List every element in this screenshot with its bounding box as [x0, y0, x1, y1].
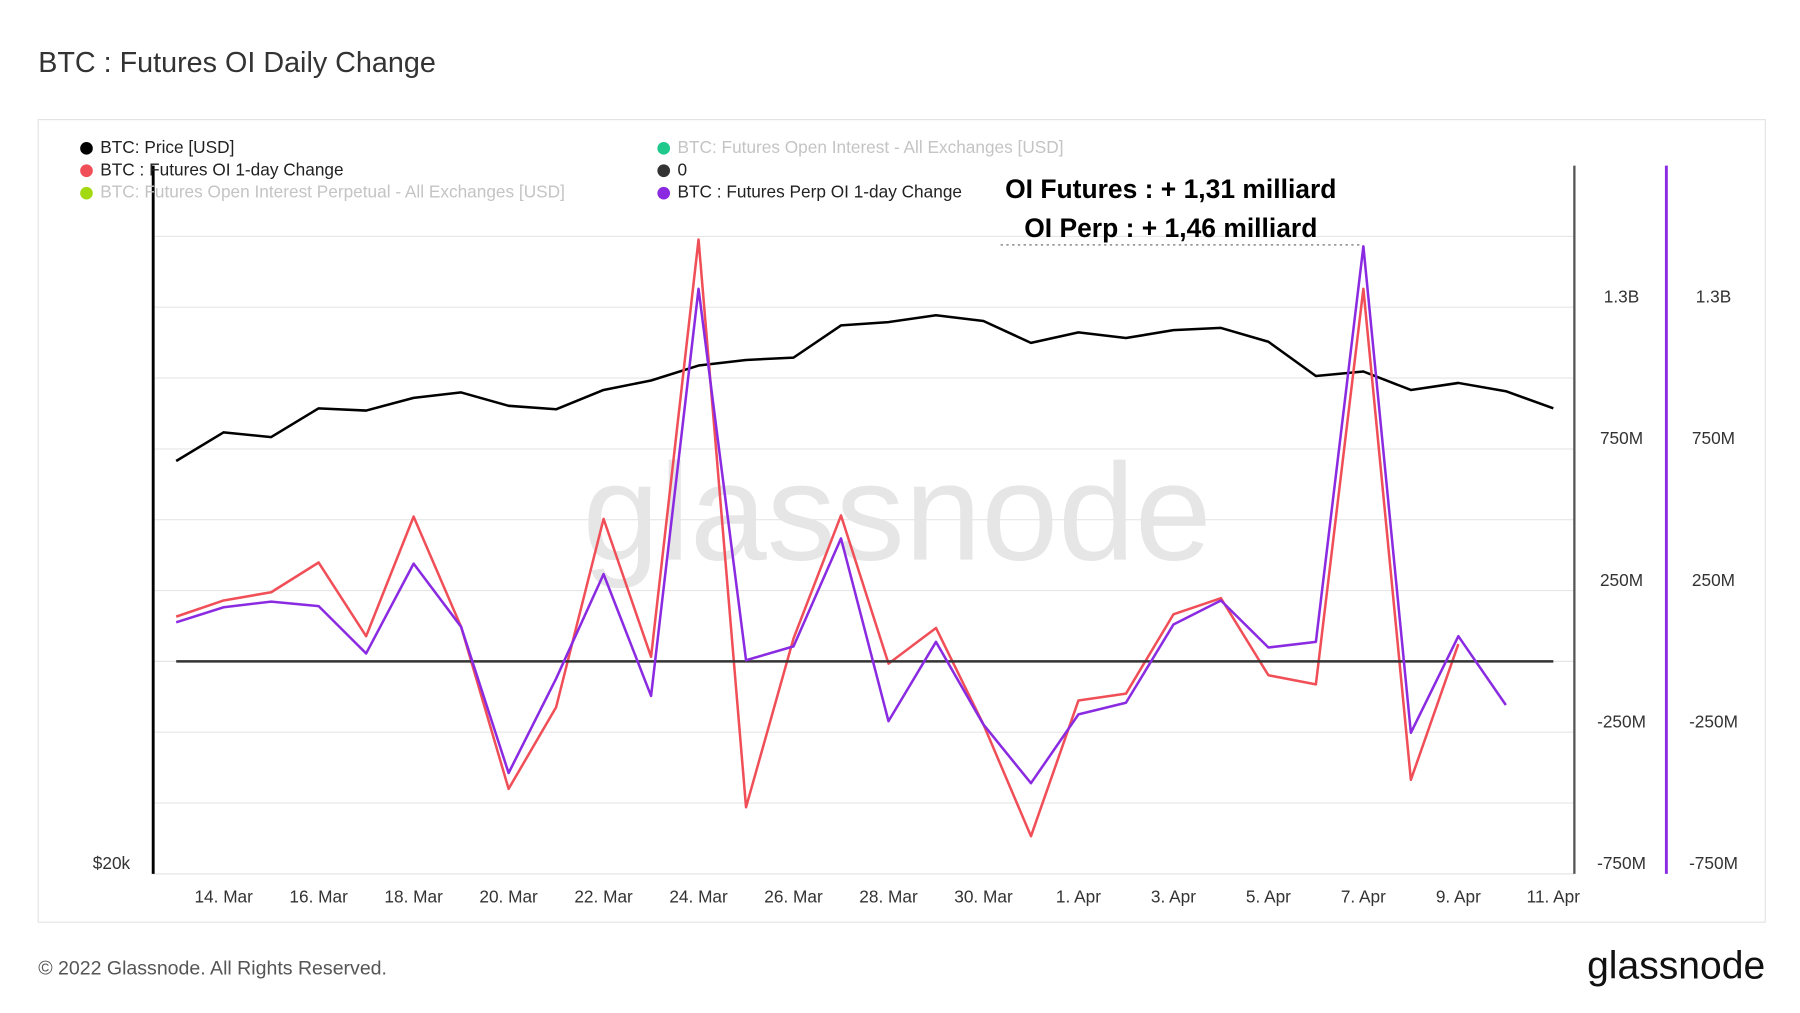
legend-label: BTC: Futures Open Interest Perpetual - A… [100, 182, 565, 202]
x-tick-label: 16. Mar [289, 887, 348, 907]
legend-label: BTC : Futures OI 1-day Change [100, 159, 343, 179]
y-tick-label: $20k [93, 853, 131, 873]
x-tick-label: 28. Mar [859, 887, 918, 907]
x-tick-label: 9. Apr [1436, 887, 1481, 907]
y2-tick-label: 250M [1600, 570, 1643, 590]
x-tick-label: 11. Apr [1527, 887, 1581, 907]
y2-tick-label: -750M [1597, 853, 1646, 873]
legend-marker [80, 142, 93, 155]
legend-marker [657, 164, 671, 178]
x-tick-label: 20. Mar [479, 887, 538, 907]
plot [175, 238, 1554, 838]
legend-label: 0 [678, 159, 688, 179]
x-tick-label: 30. Mar [954, 887, 1013, 907]
x-tick-label: 14. Mar [194, 887, 253, 907]
x-tick-label: 22. Mar [574, 887, 633, 907]
y3-tick-label: 250M [1692, 570, 1735, 590]
x-tick-label: 18. Mar [384, 887, 443, 907]
chart-title: BTC : Futures OI Daily Change [38, 47, 436, 79]
legend-marker [657, 186, 671, 200]
grid [153, 235, 1575, 875]
footer: © 2022 Glassnode. All Rights Reserved. [38, 957, 387, 979]
x-tick-label: 5. Apr [1246, 887, 1291, 907]
y3-tick-label: 750M [1692, 428, 1735, 448]
legend-label: BTC: Futures Open Interest - All Exchang… [678, 137, 1064, 157]
legend-label: BTC: Price [USD] [100, 137, 234, 157]
x-tick-label: 24. Mar [669, 887, 728, 907]
x-tick-label: 3. Apr [1151, 887, 1196, 907]
series-line [175, 245, 1507, 785]
y3-tick-label: -750M [1689, 853, 1738, 873]
series-line [175, 238, 1460, 838]
legend-marker [657, 142, 671, 155]
annotation: OI Futures : + 1,31 milliard [1005, 174, 1336, 204]
legend: BTC: Price [USD] BTC: Futures Open Intere… [80, 137, 1064, 202]
y2-tick-label: -250M [1597, 712, 1646, 732]
y2-tick-label: 1.3B [1604, 287, 1639, 307]
logo: glassnode [1587, 944, 1765, 987]
watermark: glassnode [583, 436, 1212, 590]
series-line [175, 313, 1554, 463]
x-tick-label: 7. Apr [1341, 887, 1386, 907]
x-tick-label: 26. Mar [764, 887, 823, 907]
legend-marker [80, 164, 93, 178]
chart-frame [37, 119, 1766, 923]
legend-marker [80, 186, 93, 200]
y3-tick-label: 1.3B [1696, 287, 1731, 307]
legend-label: BTC : Futures Perp OI 1-day Change [678, 182, 963, 202]
x-tick-label: 1. Apr [1056, 887, 1101, 907]
y3-tick-label: -250M [1689, 712, 1738, 732]
y2-tick-label: 750M [1600, 428, 1643, 448]
annotation: OI Perp : + 1,46 milliard [1024, 213, 1317, 243]
